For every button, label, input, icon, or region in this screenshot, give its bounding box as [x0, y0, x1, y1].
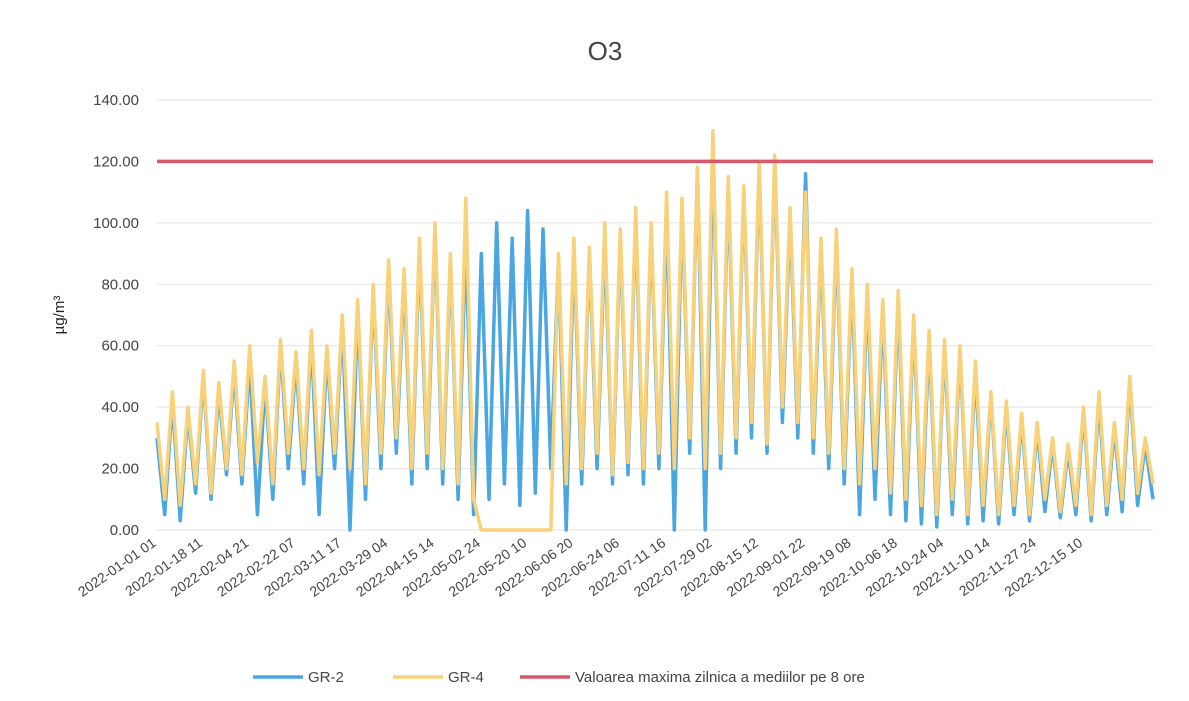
y-tick-label: 140.00: [93, 92, 139, 109]
chart-title: O3: [588, 36, 623, 66]
x-tick-label: 2022-10-06 18: [816, 534, 900, 599]
x-tick-label: 2022-03-29 04: [307, 534, 391, 599]
x-tick-label: 2022-06-06 20: [492, 534, 576, 599]
x-tick-label: 2022-02-04 21: [168, 534, 252, 599]
x-tick-label: 2022-10-24 04: [862, 534, 946, 599]
x-tick-label: 2022-12-15 10: [1001, 534, 1085, 599]
x-tick-label: 2022-08-15 12: [677, 534, 761, 599]
legend-label: GR-4: [448, 669, 484, 686]
y-tick-label: 120.00: [93, 153, 139, 170]
x-tick-label: 2022-09-01 22: [723, 534, 807, 599]
series-line: [155, 128, 1155, 532]
y-tick-label: 100.00: [93, 215, 139, 232]
x-tick-label: 2022-09-19 08: [770, 534, 854, 599]
y-axis-label: µg/m³: [51, 296, 68, 335]
x-tick-label: 2022-04-15 14: [353, 534, 437, 599]
y-tick-label: 20.00: [101, 461, 139, 478]
legend-label: GR-2: [308, 669, 344, 686]
legend-label: Valoarea maxima zilnica a mediilor pe 8 …: [575, 669, 865, 686]
x-tick-label: 2022-07-29 02: [631, 534, 715, 599]
y-tick-label: 60.00: [101, 338, 139, 355]
x-tick-label: 2022-05-20 10: [446, 534, 530, 599]
x-tick-label: 2022-01-01 01: [75, 534, 159, 599]
y-tick-label: 0.00: [110, 522, 139, 539]
y-tick-label: 80.00: [101, 276, 139, 293]
x-tick-label: 2022-06-24 06: [538, 534, 622, 599]
x-tick-label: 2022-05-02 24: [399, 534, 483, 599]
y-tick-label: 40.00: [101, 399, 139, 416]
x-tick-label: 2022-02-22 07: [214, 534, 298, 599]
